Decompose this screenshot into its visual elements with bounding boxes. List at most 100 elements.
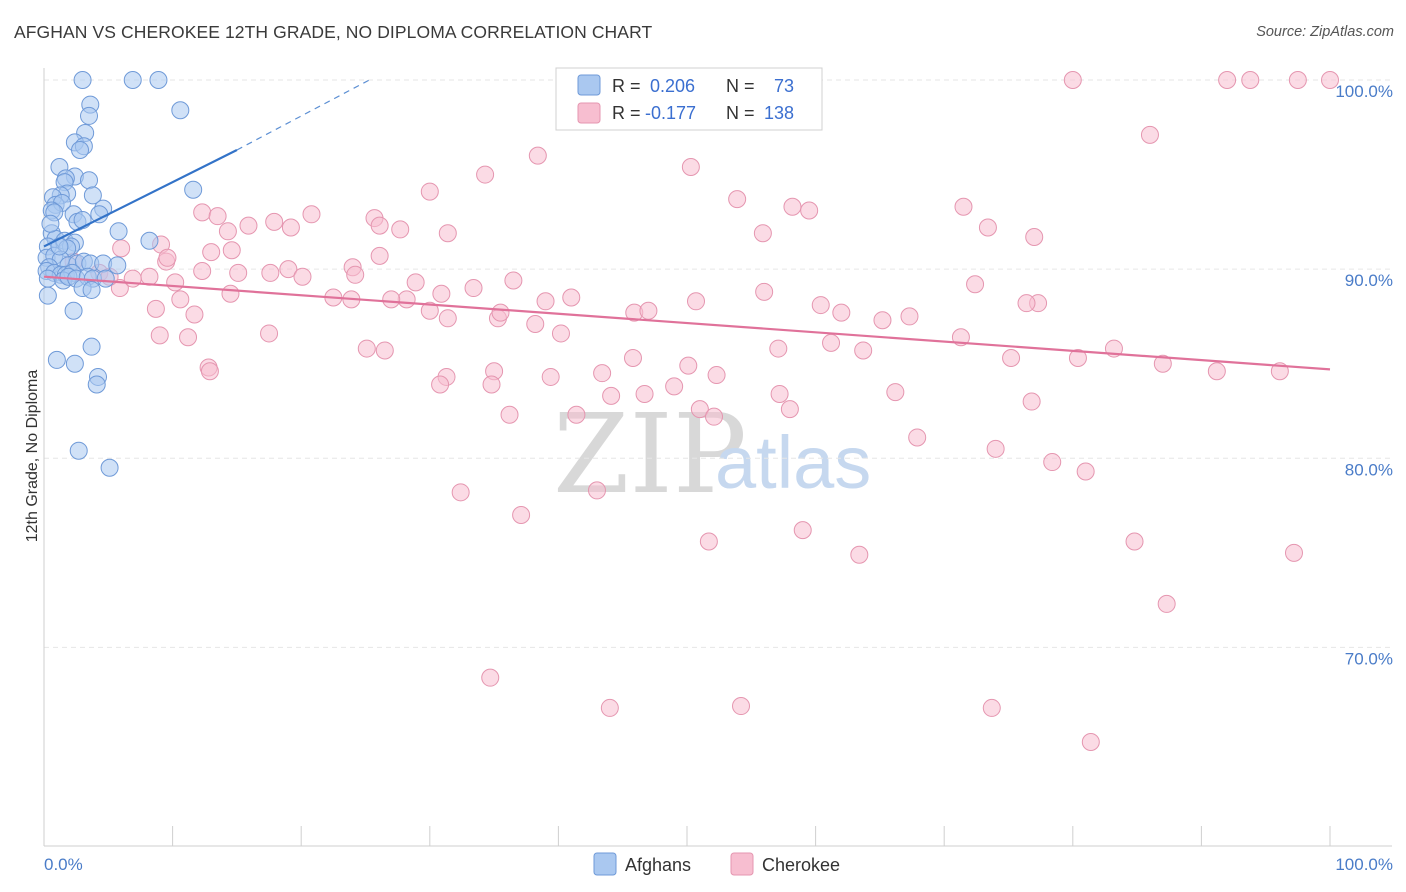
cherokee-point — [500, 405, 519, 424]
cherokee-point — [908, 428, 927, 447]
cherokee-point — [978, 218, 997, 237]
legend-r-label-afghans: R = — [612, 76, 641, 96]
bottom-legend-swatch-cherokee — [730, 852, 754, 876]
cherokee-point — [832, 303, 851, 322]
cherokee-point — [873, 311, 892, 330]
cherokee-point — [732, 697, 751, 716]
cherokee-point — [1218, 71, 1237, 89]
afghans-point — [123, 71, 142, 89]
afghans-point — [149, 71, 168, 89]
x-minor-ticks — [172, 826, 1331, 846]
cherokee-point — [800, 201, 819, 220]
cherokee-point — [665, 377, 684, 396]
afghans-trend-extension — [236, 79, 370, 151]
cherokee-point — [265, 212, 284, 231]
cherokee-point — [593, 364, 612, 383]
cherokee-point — [432, 284, 451, 303]
y-axis-label: 12th Grade, No Diploma — [24, 370, 41, 543]
cherokee-point — [793, 521, 812, 540]
y-tick-label: 90.0% — [1345, 271, 1393, 290]
y-gridlines — [44, 79, 1392, 648]
afghans-point — [64, 301, 83, 320]
cherokee-point — [293, 267, 312, 286]
cherokee-point — [755, 282, 774, 301]
legend-n-label-afghans: N = — [726, 76, 755, 96]
afghans-point — [47, 350, 66, 369]
cherokee-point — [200, 362, 219, 381]
cherokee-point — [850, 545, 869, 564]
cherokee-point — [420, 182, 439, 201]
cherokee-point — [600, 698, 619, 717]
cherokee-point — [179, 328, 198, 347]
afghans-point — [80, 106, 99, 125]
cherokee-point — [146, 299, 165, 318]
afghans-point — [82, 280, 101, 299]
cherokee-point — [1002, 349, 1021, 368]
cherokee-point — [150, 326, 169, 345]
cherokee-point — [1207, 362, 1226, 381]
cherokee-point — [112, 239, 131, 258]
cherokee-point — [679, 356, 698, 375]
watermark-atlas: atlas — [715, 421, 871, 504]
cherokee-point — [140, 267, 159, 286]
cherokee-point — [536, 292, 555, 311]
cherokee-point — [780, 400, 799, 419]
cherokee-point — [208, 207, 227, 226]
chart-source: Source: ZipAtlas.com — [1256, 24, 1394, 40]
bottom-legend-label-cherokee: Cherokee — [762, 855, 840, 875]
cherokee-point — [476, 165, 495, 184]
cherokee-point — [158, 248, 177, 267]
cherokee-point — [587, 481, 606, 500]
legend-r-label-cherokee: R = — [612, 103, 641, 123]
cherokee-point — [1284, 543, 1303, 562]
cherokee-point — [346, 265, 365, 284]
cherokee-point — [302, 205, 321, 224]
afghans-point — [108, 256, 127, 275]
legend-swatch-cherokee — [577, 102, 601, 124]
legend-swatch-afghans — [577, 74, 601, 96]
cherokee-point — [281, 218, 300, 237]
afghans-points — [37, 71, 203, 477]
cherokee-point — [357, 339, 376, 358]
afghans-point — [65, 354, 84, 373]
cherokee-point — [1017, 294, 1036, 313]
cherokee-point — [705, 407, 724, 426]
cherokee-point — [504, 271, 523, 290]
cherokee-point — [1025, 227, 1044, 246]
y-tick-labels: 100.0% 90.0% 80.0% 70.0% — [1335, 82, 1393, 668]
cherokee-point — [438, 224, 457, 243]
cherokee-point — [1081, 732, 1100, 751]
series-legend: Afghans Cherokee — [593, 852, 840, 876]
cherokee-point — [822, 333, 841, 352]
cherokee-point — [1153, 354, 1172, 373]
afghans-point — [109, 222, 128, 241]
cherokee-point — [886, 383, 905, 402]
cherokee-point — [420, 301, 439, 320]
legend-r-value-afghans: 0.206 — [650, 76, 695, 96]
cherokee-point — [1068, 349, 1087, 368]
cherokee-point — [193, 262, 212, 281]
x-tick-label: 100.0% — [1335, 855, 1393, 874]
cherokee-point — [260, 324, 279, 343]
cherokee-point — [1241, 71, 1260, 89]
cherokee-point — [229, 263, 248, 282]
cherokee-point — [900, 307, 919, 326]
cherokee-point — [1043, 453, 1062, 472]
cherokee-point — [562, 288, 581, 307]
afghans-point — [80, 171, 99, 190]
chart-title: AFGHAN VS CHEROKEE 12TH GRADE, NO DIPLOM… — [14, 22, 653, 42]
afghans-point — [69, 441, 88, 460]
cherokee-point — [1321, 71, 1339, 89]
cherokee-point — [986, 439, 1005, 458]
cherokee-point — [438, 309, 457, 328]
cherokee-point — [279, 260, 298, 279]
x-tick-label: 0.0% — [44, 855, 83, 874]
y-tick-label: 80.0% — [1345, 460, 1393, 479]
cherokee-point — [567, 405, 586, 424]
correlation-legend: R = 0.206 N = 73 R = -0.177 N = 138 — [555, 67, 823, 131]
cherokee-point — [261, 263, 280, 282]
cherokee-point — [166, 273, 185, 292]
cherokee-point — [171, 290, 190, 309]
cherokee-point — [406, 273, 425, 292]
cherokee-point — [687, 292, 706, 311]
